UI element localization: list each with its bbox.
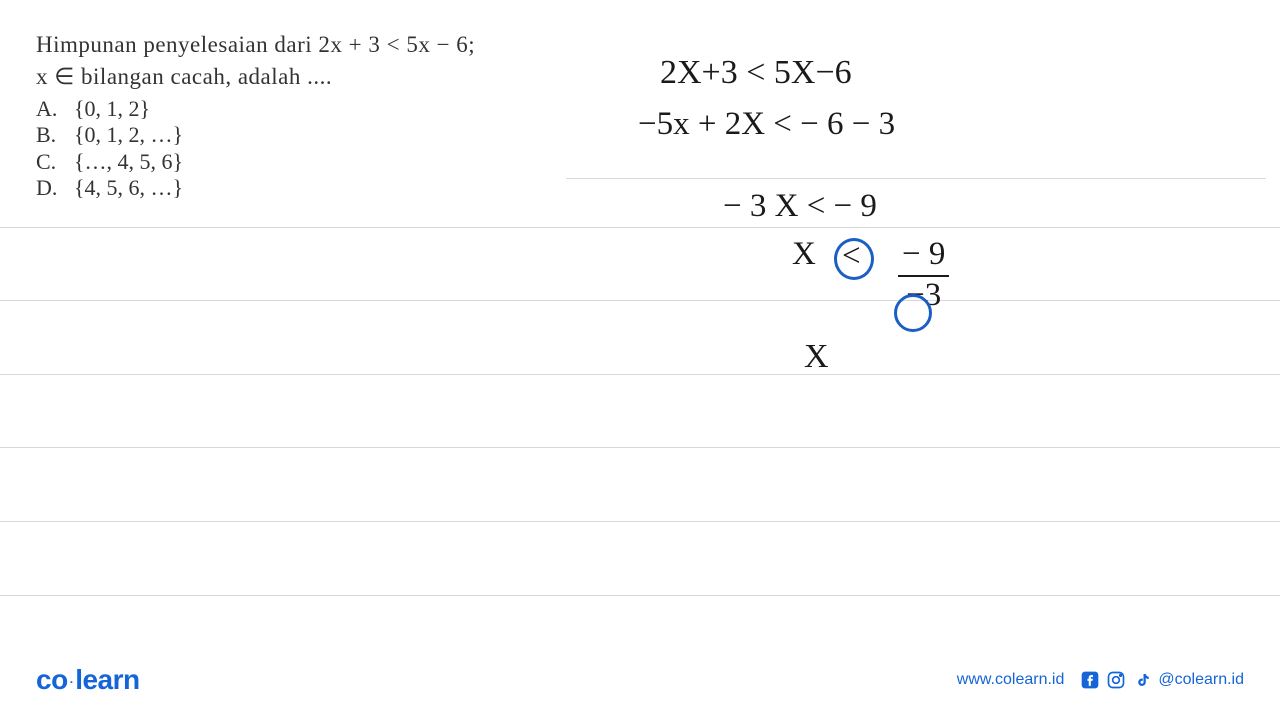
option-b: B. {0, 1, 2, …}	[36, 122, 556, 148]
handwriting-step1: 2X+3 < 5X−6	[660, 54, 852, 92]
ruled-line-short	[566, 178, 1266, 179]
logo-dot-icon: ·	[70, 675, 74, 689]
logo-co: co	[36, 664, 68, 695]
handwriting-step2: −5x + 2X < − 6 − 3	[638, 106, 895, 143]
option-value: {…, 4, 5, 6}	[74, 149, 183, 175]
footer: co·learn www.colearn.id @colearn.id	[0, 640, 1280, 720]
handwriting-step5: X	[804, 338, 829, 376]
logo-learn: learn	[75, 664, 139, 695]
option-letter: D.	[36, 175, 74, 201]
fraction-numerator: − 9	[898, 236, 949, 277]
handwriting-step4-x: X	[792, 236, 816, 273]
handwriting-step3: − 3 X < − 9	[723, 188, 877, 225]
question-text-line2: x ∈ bilangan cacah, adalah ....	[36, 64, 556, 90]
option-letter: C.	[36, 149, 74, 175]
option-value: {0, 1, 2, …}	[74, 122, 183, 148]
website-link[interactable]: www.colearn.id	[957, 671, 1065, 689]
blue-circle-lt-icon	[834, 238, 874, 280]
ruled-line	[0, 227, 1280, 228]
tiktok-icon[interactable]	[1132, 670, 1152, 690]
options-list: A. {0, 1, 2} B. {0, 1, 2, …} C. {…, 4, 5…	[36, 96, 556, 202]
ruled-line	[0, 447, 1280, 448]
ruled-line	[0, 521, 1280, 522]
social-icons: @colearn.id	[1080, 670, 1244, 690]
ruled-line	[0, 374, 1280, 375]
ruled-line	[0, 300, 1280, 301]
option-d: D. {4, 5, 6, …}	[36, 175, 556, 201]
option-value: {0, 1, 2}	[74, 96, 150, 122]
option-letter: A.	[36, 96, 74, 122]
brand-logo: co·learn	[36, 664, 140, 696]
option-value: {4, 5, 6, …}	[74, 175, 183, 201]
question-text-line1: Himpunan penyelesaian dari 2x + 3 < 5x −…	[36, 32, 556, 58]
blue-circle-neg3-icon	[894, 294, 932, 332]
option-c: C. {…, 4, 5, 6}	[36, 149, 556, 175]
option-a: A. {0, 1, 2}	[36, 96, 556, 122]
instagram-icon[interactable]	[1106, 670, 1126, 690]
question-block: Himpunan penyelesaian dari 2x + 3 < 5x −…	[36, 32, 556, 202]
footer-right: www.colearn.id @colearn.id	[957, 670, 1244, 690]
social-handle[interactable]: @colearn.id	[1158, 671, 1244, 689]
option-letter: B.	[36, 122, 74, 148]
ruled-line	[0, 595, 1280, 596]
facebook-icon[interactable]	[1080, 670, 1100, 690]
